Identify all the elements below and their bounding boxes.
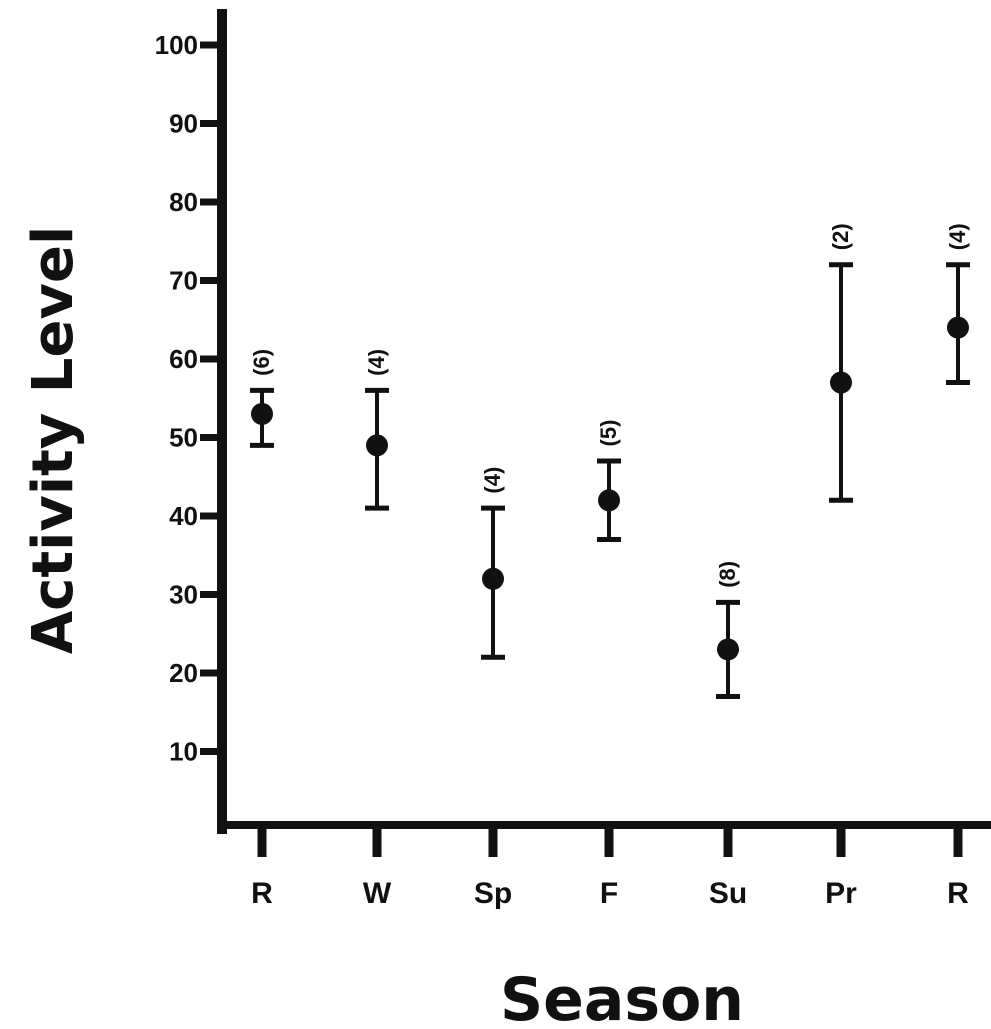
data-point bbox=[251, 402, 273, 425]
n-label: (2) bbox=[828, 223, 853, 250]
y-tick-label: 80 bbox=[169, 187, 198, 217]
n-label: (4) bbox=[480, 467, 505, 494]
y-tick-label: 20 bbox=[169, 658, 198, 688]
y-tick-label: 90 bbox=[169, 109, 198, 139]
x-tick-label: R bbox=[251, 877, 273, 910]
y-tick-label: 50 bbox=[169, 423, 198, 453]
x-tick-label: Sp bbox=[474, 877, 512, 910]
data-point bbox=[947, 316, 969, 339]
n-label: (5) bbox=[596, 420, 621, 447]
n-label: (4) bbox=[364, 349, 389, 376]
x-tick-label: Pr bbox=[825, 877, 857, 910]
data-point bbox=[482, 567, 504, 590]
y-tick-label: 10 bbox=[169, 737, 198, 767]
y-tick-label: 100 bbox=[155, 30, 198, 60]
x-tick-label: Su bbox=[709, 877, 747, 910]
y-axis-title: Activity Level bbox=[21, 226, 86, 654]
n-label: (8) bbox=[715, 561, 740, 588]
x-axis-title: Season bbox=[500, 965, 744, 1029]
y-tick-label: 40 bbox=[169, 501, 198, 531]
x-tick-label: W bbox=[363, 877, 392, 910]
data-point bbox=[598, 489, 620, 512]
n-label: (6) bbox=[249, 349, 274, 376]
x-tick-label: F bbox=[600, 877, 618, 910]
y-tick-label: 30 bbox=[169, 580, 198, 610]
x-tick-label: R bbox=[947, 877, 969, 910]
data-point bbox=[830, 371, 852, 394]
n-label: (4) bbox=[945, 223, 970, 250]
data-marks: (6) (4) (4) (5) (8) (2) (4) bbox=[249, 223, 970, 700]
data-point bbox=[717, 638, 739, 661]
x-ticks: R W Sp F Su Pr R bbox=[251, 825, 969, 910]
y-tick-label: 70 bbox=[169, 266, 198, 296]
y-tick-label: 60 bbox=[169, 344, 198, 374]
y-ticks: 10 20 30 40 50 60 70 80 90 100 bbox=[155, 30, 222, 767]
data-point bbox=[366, 434, 388, 457]
